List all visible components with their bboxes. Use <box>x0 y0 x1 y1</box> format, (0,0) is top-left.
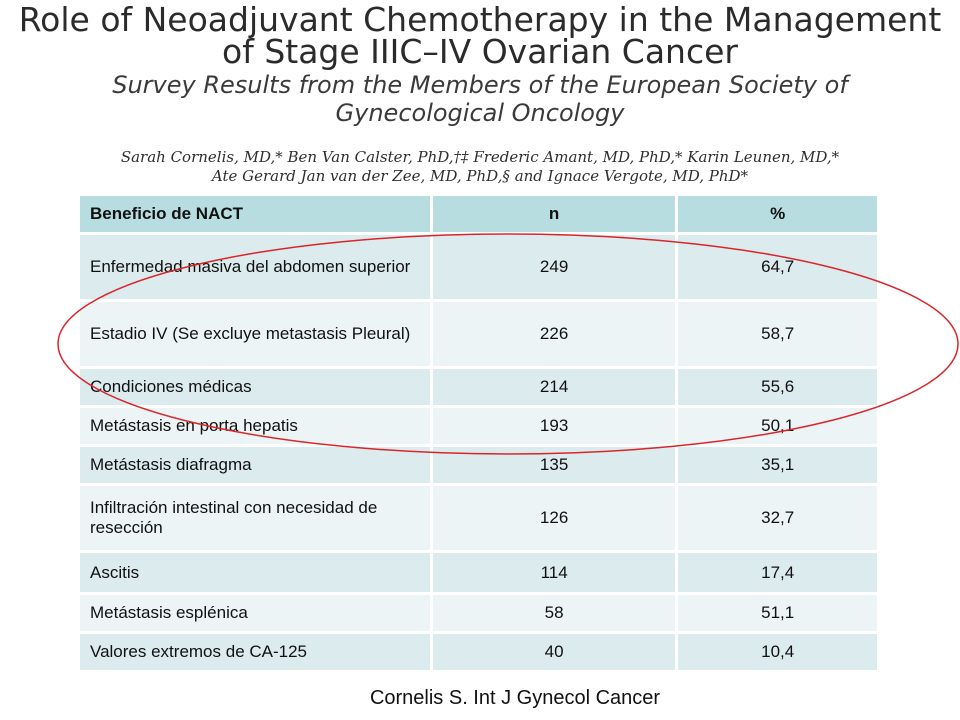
row-percent: 58,7 <box>676 300 880 369</box>
row-n: 214 <box>431 367 679 408</box>
authors-line-1: Sarah Cornelis, MD,* Ben Van Calster, Ph… <box>120 148 840 166</box>
row-n: 249 <box>431 233 679 302</box>
row-label: Metástasis diafragma <box>80 445 433 486</box>
row-percent: 35,1 <box>676 445 880 486</box>
row-percent: 10,4 <box>676 632 880 673</box>
row-percent: 64,7 <box>676 233 880 302</box>
row-n: 193 <box>431 406 679 447</box>
row-percent: 55,6 <box>676 367 880 408</box>
table-row: Condiciones médicas 214 55,6 <box>80 367 880 408</box>
title-line-1: Role of Neoadjuvant Chemotherapy in the … <box>18 0 942 39</box>
row-percent: 17,4 <box>676 551 880 595</box>
header-percent: % <box>676 196 880 235</box>
row-label: Condiciones médicas <box>80 367 433 408</box>
table-row: Metástasis esplénica 58 51,1 <box>80 593 880 634</box>
table-row: Metástasis en porta hepatis 193 50,1 <box>80 406 880 447</box>
row-label: Ascitis <box>80 551 433 595</box>
table-header-row: Beneficio de NACT n % <box>80 196 880 235</box>
benefits-table: Beneficio de NACT n % Enfermedad masiva … <box>80 196 880 673</box>
row-n: 58 <box>431 593 679 634</box>
row-n: 126 <box>431 484 679 553</box>
row-n: 40 <box>431 632 679 673</box>
row-label: Valores extremos de CA-125 <box>80 632 433 673</box>
row-percent: 51,1 <box>676 593 880 634</box>
row-label: Enfermedad masiva del abdomen superior <box>80 233 433 302</box>
header-benefit: Beneficio de NACT <box>80 196 433 235</box>
table-row: Metástasis diafragma 135 35,1 <box>80 445 880 486</box>
row-label: Estadio IV (Se excluye metastasis Pleura… <box>80 300 433 369</box>
row-percent: 32,7 <box>676 484 880 553</box>
title-line-2: of Stage IIIC–IV Ovarian Cancer <box>222 32 738 71</box>
table-row: Ascitis 114 17,4 <box>80 551 880 595</box>
authors-line-2: Ate Gerard Jan van der Zee, MD, PhD,§ an… <box>211 167 749 185</box>
header-n: n <box>431 196 679 235</box>
table-row: Infiltración intestinal con necesidad de… <box>80 484 880 553</box>
table-row: Valores extremos de CA-125 40 10,4 <box>80 632 880 673</box>
row-label: Metástasis en porta hepatis <box>80 406 433 447</box>
subtitle-line-2: Gynecological Oncology <box>335 99 625 127</box>
subtitle-line-1: Survey Results from the Members of the E… <box>112 71 848 99</box>
table-row: Enfermedad masiva del abdomen superior 2… <box>80 233 880 302</box>
row-n: 226 <box>431 300 679 369</box>
row-n: 114 <box>431 551 679 595</box>
table-row: Estadio IV (Se excluye metastasis Pleura… <box>80 300 880 369</box>
row-label: Infiltración intestinal con necesidad de… <box>80 484 433 553</box>
row-label: Metástasis esplénica <box>80 593 433 634</box>
row-n: 135 <box>431 445 679 486</box>
row-percent: 50,1 <box>676 406 880 447</box>
citation: Cornelis S. Int J Gynecol Cancer <box>369 687 661 709</box>
